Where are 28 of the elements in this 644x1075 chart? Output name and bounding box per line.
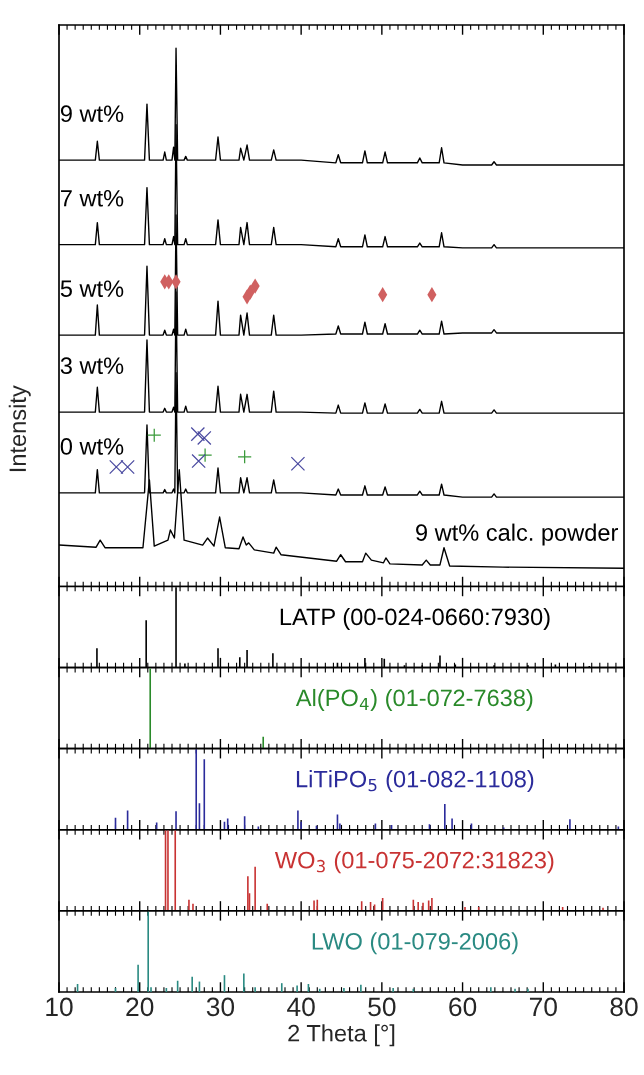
series-label: WO$_{3}$ (01-075-2072:31823) (274, 851, 554, 874)
point (197, 430, 212, 446)
point (237, 449, 252, 464)
y-axis-title: Intensity (8, 385, 31, 472)
series-label: LiTiPO$_{5}$ (01-082-1108) (296, 770, 534, 793)
series-label: LATP (00-024-0660:7930) (280, 607, 550, 630)
point (191, 453, 206, 469)
point (197, 447, 213, 463)
series-label: 9 wt% (60, 105, 124, 123)
point (290, 456, 306, 471)
x-tick-label: 80 (610, 997, 638, 1017)
x-tick-label: 70 (529, 997, 557, 1017)
series-label: 7 wt% (61, 189, 124, 207)
series-label: 0 wt% (60, 438, 124, 455)
series-label: 3 wt% (60, 357, 124, 375)
series-label: LWO (01-079-2006) (312, 932, 518, 955)
point (147, 428, 162, 443)
x-tick-label: 50 (368, 997, 396, 1017)
series-label: Al(PO$_{4}$) (01-072-7638) (295, 688, 533, 711)
point (190, 426, 206, 442)
x-tick-label: 20 (126, 997, 154, 1017)
x-tick-label: 10 (46, 997, 73, 1017)
series-label: 5 wt% (60, 280, 124, 298)
x-axis-title: 2 Theta [°] (288, 1024, 395, 1047)
series-label: 9 wt% calc. powder (416, 523, 618, 546)
x-tick-label: 60 (449, 997, 477, 1017)
x-tick-label: 30 (206, 997, 235, 1017)
x-tick-label: 40 (287, 997, 315, 1017)
